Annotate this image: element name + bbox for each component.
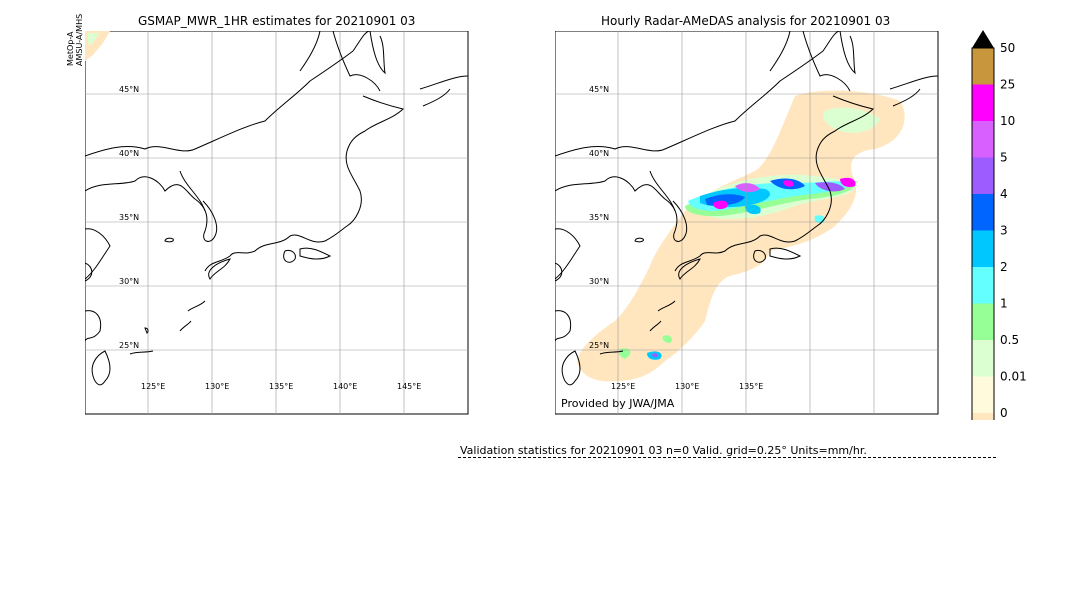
colorbar-swatch xyxy=(972,84,994,121)
colorbar-swatch xyxy=(972,376,994,413)
colorbar-swatch xyxy=(972,267,994,304)
right-lon-labels: 125°E 130°E 135°E xyxy=(611,382,763,391)
lat-label-30: 30°N xyxy=(119,277,139,286)
right-radar-map: 45°N 40°N 35°N 30°N 25°N 125°E 130°E 135… xyxy=(555,31,939,415)
lon-label-135: 135°E xyxy=(269,382,293,391)
colorbar-swatches xyxy=(971,30,995,420)
colorbar-swatch xyxy=(972,194,994,231)
lat-label-35: 35°N xyxy=(589,213,609,222)
colorbar-border xyxy=(971,47,995,420)
colorbar-label: 50 xyxy=(1000,41,1015,55)
colorbar-extend-arrow xyxy=(972,30,994,48)
graticule xyxy=(85,31,468,414)
radar-precip-field xyxy=(577,90,905,382)
colorbar-label: 2 xyxy=(1000,260,1008,274)
colorbar-label: 5 xyxy=(1000,151,1008,165)
lat-label-45: 45°N xyxy=(119,85,139,94)
validation-statistics: Validation statistics for 20210901 03 n=… xyxy=(460,444,867,457)
satellite-label-2: AMSU-A/MHS xyxy=(75,13,84,66)
colorbar-swatch xyxy=(972,340,994,377)
lat-label-25: 25°N xyxy=(589,341,609,350)
colorbar-label: 0.01 xyxy=(1000,370,1027,384)
right-map-title: Hourly Radar-AMeDAS analysis for 2021090… xyxy=(601,14,891,28)
validation-divider xyxy=(458,457,996,458)
colorbar-label: 1 xyxy=(1000,297,1008,311)
graticule xyxy=(555,31,938,414)
right-lat-labels: 45°N 40°N 35°N 30°N 25°N xyxy=(589,85,609,350)
colorbar-label: 0 xyxy=(1000,406,1008,420)
colorbar-label: 10 xyxy=(1000,114,1015,128)
lat-label-30: 30°N xyxy=(589,277,609,286)
lat-label-40: 40°N xyxy=(589,149,609,158)
data-credit: Provided by JWA/JMA xyxy=(561,397,675,410)
colorbar-swatch xyxy=(972,303,994,340)
colorbar-swatch xyxy=(972,121,994,158)
coastlines xyxy=(85,31,469,386)
colorbar-swatch xyxy=(972,157,994,194)
coastlines xyxy=(555,31,939,386)
lon-label-145: 145°E xyxy=(397,382,421,391)
satellite-label-1: MetOp-A xyxy=(66,31,75,66)
left-lon-labels: 125°E 130°E 135°E 140°E 145°E xyxy=(141,382,421,391)
lon-label-130: 130°E xyxy=(675,382,699,391)
lat-label-45: 45°N xyxy=(589,85,609,94)
colorbar-labels: 50 25 10 5 4 3 2 1 0.5 0.01 0 xyxy=(1000,41,1027,420)
lon-label-135: 135°E xyxy=(739,382,763,391)
colorbar-swatch xyxy=(972,48,994,85)
lat-label-35: 35°N xyxy=(119,213,139,222)
left-lat-labels: 45°N 40°N 35°N 30°N 25°N xyxy=(119,85,139,350)
precip-patch-light xyxy=(88,33,99,45)
lon-label-125: 125°E xyxy=(141,382,165,391)
lat-label-25: 25°N xyxy=(119,341,139,350)
colorbar-label: 0.5 xyxy=(1000,333,1019,347)
colorbar-swatch xyxy=(972,413,994,420)
lon-label-125: 125°E xyxy=(611,382,635,391)
colorbar-label: 25 xyxy=(1000,78,1015,92)
colorbar-label: 3 xyxy=(1000,224,1008,238)
left-precip-map: 45°N 40°N 35°N 30°N 25°N 125°E 130°E 135… xyxy=(85,31,469,415)
precip-colorbar: 50 25 10 5 4 3 2 1 0.5 0.01 0 xyxy=(971,30,1027,420)
left-map-title: GSMAP_MWR_1HR estimates for 20210901 03 xyxy=(138,14,416,28)
lon-label-140: 140°E xyxy=(333,382,357,391)
colorbar-label: 4 xyxy=(1000,187,1008,201)
colorbar-swatch xyxy=(972,230,994,267)
lat-label-40: 40°N xyxy=(119,149,139,158)
lon-label-130: 130°E xyxy=(205,382,229,391)
